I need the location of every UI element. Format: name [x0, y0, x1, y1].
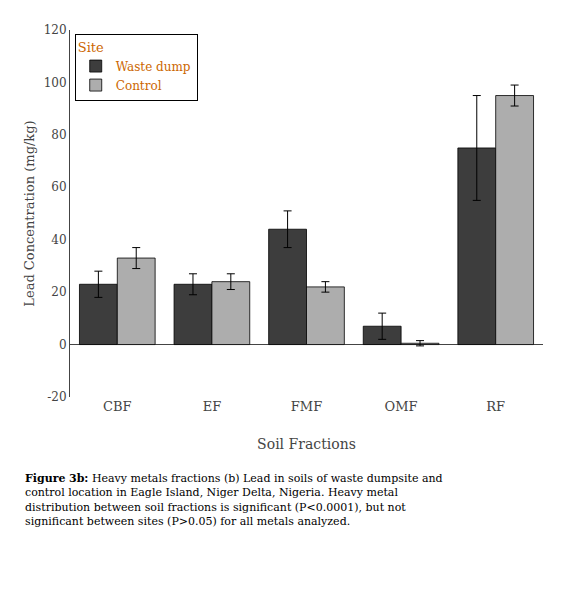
svg-text:120: 120: [44, 23, 67, 37]
svg-text:Site: Site: [78, 40, 104, 55]
svg-text:CBF: CBF: [103, 399, 132, 414]
svg-text:-20: -20: [47, 390, 66, 404]
svg-text:OMF: OMF: [385, 399, 418, 414]
svg-text:Figure 3b: Heavy metals fracti: Figure 3b: Heavy metals fractions (b) Le…: [25, 472, 443, 528]
svg-text:80: 80: [51, 128, 66, 142]
svg-text:Control: Control: [116, 79, 162, 93]
svg-text:Waste dump: Waste dump: [116, 60, 191, 74]
svg-text:0: 0: [59, 338, 67, 352]
svg-text:Soil Fractions: Soil Fractions: [257, 436, 356, 452]
svg-text:40: 40: [51, 233, 66, 247]
svg-text:Lead Concentration (mg/kg): Lead Concentration (mg/kg): [22, 120, 37, 306]
svg-text:20: 20: [51, 285, 66, 299]
svg-text:EF: EF: [203, 399, 222, 414]
svg-text:60: 60: [51, 180, 66, 194]
svg-text:RF: RF: [486, 399, 505, 414]
svg-text:FMF: FMF: [291, 399, 322, 414]
svg-text:100: 100: [44, 76, 67, 90]
